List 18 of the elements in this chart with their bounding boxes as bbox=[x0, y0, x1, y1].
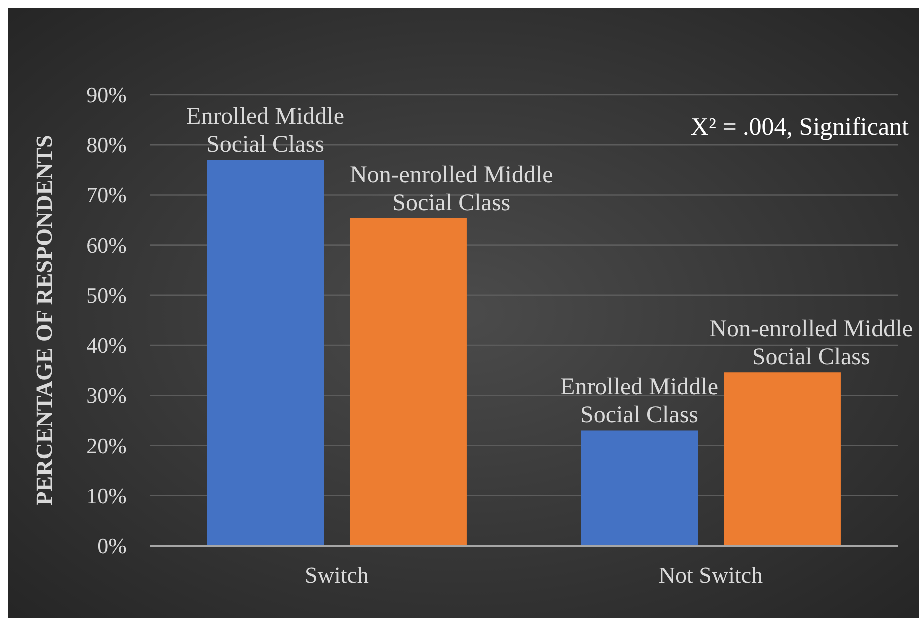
y-tick-label: 0% bbox=[98, 534, 127, 558]
text: Non-enrolled Middle Social Class bbox=[710, 316, 913, 371]
x-tick-label: Switch bbox=[305, 563, 370, 588]
y-tick-label: 80% bbox=[86, 132, 127, 158]
y-tick-label: 50% bbox=[86, 282, 127, 308]
y-tick-label: 20% bbox=[86, 433, 127, 458]
y-axis-title: PERCENTAGE OF RESPONDENTS bbox=[32, 135, 57, 506]
text: Enrolled Middle Social Class bbox=[560, 374, 719, 429]
y-tick-label: 40% bbox=[86, 333, 127, 358]
y-tick-label: 10% bbox=[86, 483, 127, 508]
series-label: Non-enrolled Middle Social Class bbox=[350, 162, 554, 216]
y-tick-label: 90% bbox=[86, 82, 127, 108]
x-tick-label: Not Switch bbox=[658, 563, 764, 588]
annotation: X² = .004, Significant bbox=[690, 114, 910, 141]
y-tick-label: 60% bbox=[86, 232, 127, 258]
y-tick-label: 30% bbox=[86, 383, 127, 408]
y-tick-label: 70% bbox=[86, 182, 127, 208]
series-label: Enrolled Middle Social Class bbox=[186, 104, 345, 158]
